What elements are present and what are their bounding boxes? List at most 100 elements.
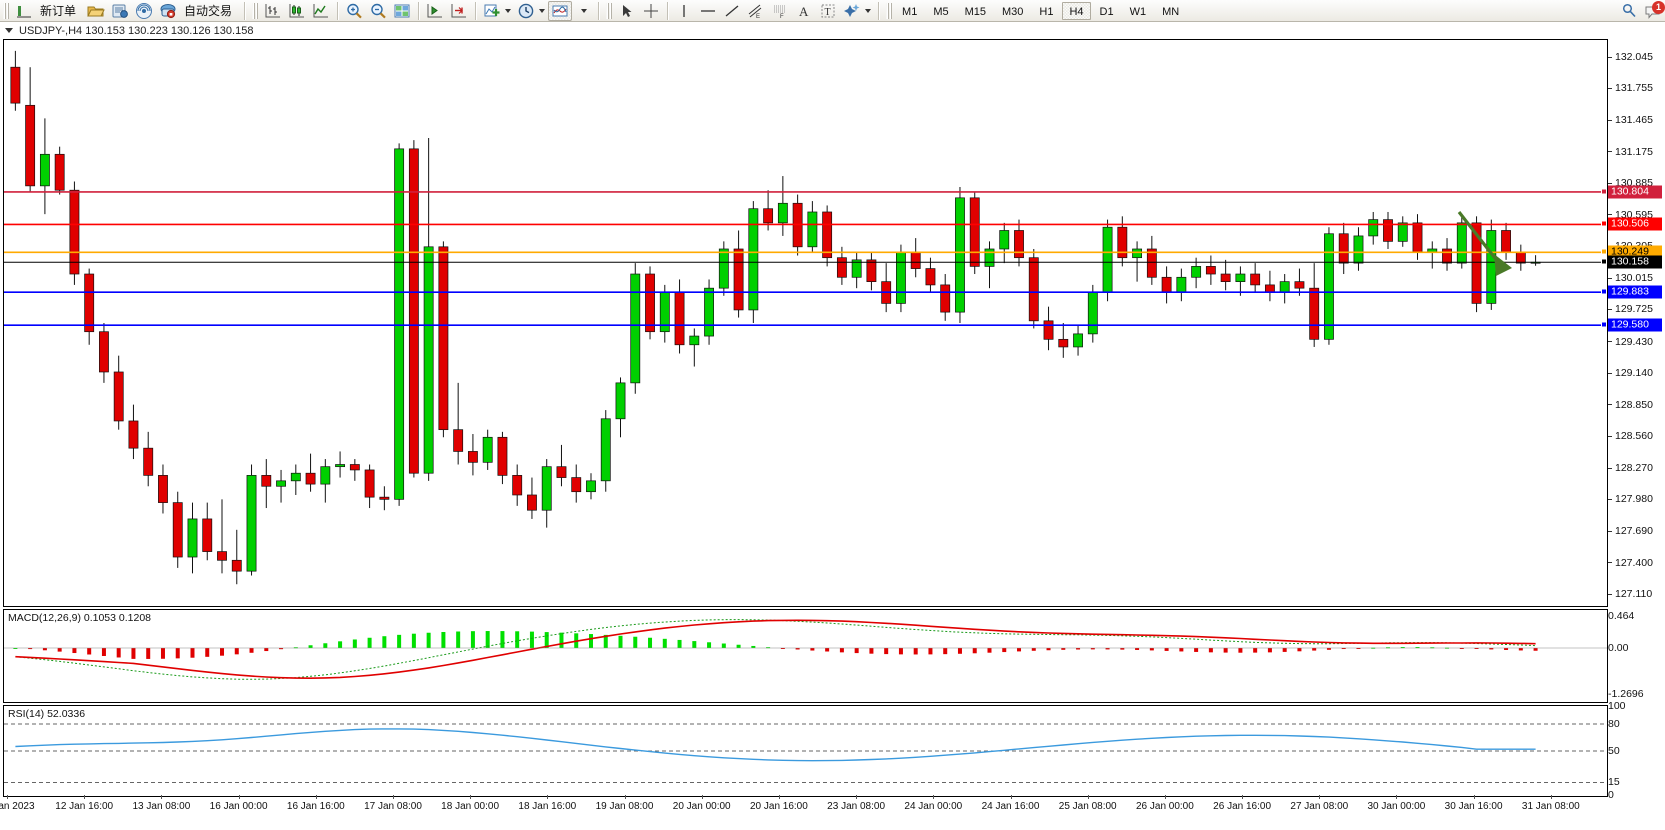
chart-menu-icon[interactable] xyxy=(5,28,13,33)
timeframe-m15[interactable]: M15 xyxy=(964,5,986,18)
horizontal-line-button[interactable] xyxy=(696,1,720,21)
data-window-button[interactable] xyxy=(390,1,414,21)
signal-button[interactable] xyxy=(132,1,156,21)
resistance-level-130506[interactable]: 130.506 xyxy=(1601,217,1662,231)
price-tick: 128.850 xyxy=(1608,399,1653,411)
horizontal-line-icon xyxy=(701,9,716,12)
price-pane[interactable] xyxy=(3,39,1608,607)
rsi-tick: 0 xyxy=(1608,789,1614,801)
support-level-129883[interactable]: 129.883 xyxy=(1601,285,1662,299)
candlestick-chart-button[interactable] xyxy=(285,1,309,21)
time-tick xyxy=(1010,795,1012,799)
cursor-button[interactable] xyxy=(615,1,639,21)
chart-area: USDJPY-,H4 130.153 130.223 130.126 130.1… xyxy=(0,22,1665,830)
time-label: 20 Jan 16:00 xyxy=(749,801,808,812)
rsi-tick: 100 xyxy=(1608,700,1626,712)
timeframe-d1[interactable]: D1 xyxy=(1099,5,1114,18)
new-order-button[interactable]: 新订单 xyxy=(12,1,84,21)
profile-button[interactable] xyxy=(108,1,132,21)
macd-pane[interactable]: MACD(12,26,9) 0.1053 0.1208 xyxy=(3,609,1608,703)
templates-dropdown[interactable] xyxy=(572,1,594,21)
resistance-level-130804[interactable]: 130.804 xyxy=(1601,185,1662,199)
rsi-tick: 50 xyxy=(1608,745,1620,757)
svg-text:F: F xyxy=(780,14,784,20)
trendline-icon xyxy=(725,5,739,16)
time-label: 18 Jan 00:00 xyxy=(441,801,500,812)
notifications-button[interactable]: 1 xyxy=(1641,0,1665,21)
timeframe-mn[interactable]: MN xyxy=(1162,5,1180,18)
templates-button[interactable] xyxy=(548,0,573,21)
drawing-tools-grip[interactable] xyxy=(606,2,613,19)
price-tick: 131.175 xyxy=(1608,146,1653,158)
price-tick: 130.595 xyxy=(1608,209,1653,221)
expert-advisor-button[interactable]: 自动交易 xyxy=(156,1,240,21)
zoom-in-button[interactable] xyxy=(342,1,366,21)
price-tick: 130.015 xyxy=(1608,272,1653,284)
time-label: 24 Jan 00:00 xyxy=(904,801,963,812)
toolbar-divider xyxy=(244,1,246,20)
equidistant-channel-icon: E xyxy=(748,4,762,20)
toolbar-divider-3 xyxy=(418,1,420,20)
timeframe-m30[interactable]: M30 xyxy=(1002,5,1024,18)
toolbar-divider-6 xyxy=(667,1,669,20)
chevron-down-icon-2[interactable] xyxy=(539,8,546,13)
chevron-down-icon[interactable] xyxy=(505,8,512,13)
trendline-button[interactable] xyxy=(720,1,744,21)
text-label-button[interactable]: T xyxy=(816,1,840,21)
folder-button[interactable] xyxy=(84,1,108,21)
crosshair-button[interactable] xyxy=(639,1,663,21)
price-tick: 132.045 xyxy=(1608,51,1653,63)
current-price-130158[interactable]: 130.158 xyxy=(1601,255,1662,269)
objects-button[interactable] xyxy=(840,1,874,21)
zoom-out-button[interactable] xyxy=(366,1,390,21)
crosshair-icon xyxy=(644,3,659,18)
toolbar-divider-2 xyxy=(337,1,339,20)
zoom-in-icon xyxy=(347,3,362,18)
timeframe-grip[interactable] xyxy=(886,2,893,19)
chevron-down-icon-4[interactable] xyxy=(865,8,872,13)
shift-chart-button[interactable] xyxy=(423,1,447,21)
time-label: 12 Jan 16:00 xyxy=(55,801,114,812)
support-level-129580[interactable]: 129.580 xyxy=(1601,318,1662,332)
fibonacci-button[interactable]: F xyxy=(768,1,792,21)
indicators-button[interactable] xyxy=(480,1,514,21)
text-button[interactable]: A xyxy=(792,1,816,21)
time-label: 19 Jan 08:00 xyxy=(595,801,654,812)
search-button[interactable] xyxy=(1617,1,1641,21)
rsi-pane[interactable]: RSI(14) 52.0336 xyxy=(3,705,1608,797)
price-tick: 131.755 xyxy=(1608,82,1653,94)
chart-tools-grip[interactable] xyxy=(252,2,259,19)
period-button[interactable] xyxy=(514,1,548,21)
price-chart-svg xyxy=(4,50,1607,585)
macd-chart-svg xyxy=(4,619,1607,680)
line-chart-icon xyxy=(313,3,329,17)
time-label: 25 Jan 08:00 xyxy=(1058,801,1117,812)
toolbar-grip[interactable] xyxy=(3,2,9,19)
timeframe-h1[interactable]: H1 xyxy=(1039,5,1054,18)
pivot-level-130249[interactable]: 130.249 xyxy=(1601,245,1662,259)
price-axis[interactable]: 132.045 131.755 131.465 131.175 130.885 130.5… xyxy=(1601,39,1665,801)
time-tick xyxy=(1473,795,1475,799)
price-tick: 127.110 xyxy=(1608,588,1652,600)
price-tick: 128.270 xyxy=(1608,462,1653,474)
auto-trading-label: 自动交易 xyxy=(184,4,233,18)
time-axis[interactable]: 12 Jan 2023 12 Jan 16:00 13 Jan 08:00 16 Ja… xyxy=(0,795,1608,829)
time-tick xyxy=(7,795,8,799)
price-tick: 129.725 xyxy=(1608,303,1653,315)
timeframe-m5[interactable]: M5 xyxy=(933,5,949,18)
timeframe-group: M1 M5 M15 M30 H1 H4 D1 W1 MN xyxy=(895,1,1186,20)
timeframe-w1[interactable]: W1 xyxy=(1129,5,1147,18)
chevron-down-icon-3[interactable] xyxy=(581,8,588,13)
shift-chart-icon xyxy=(427,3,443,17)
time-label: 20 Jan 00:00 xyxy=(672,801,731,812)
bar-chart-icon xyxy=(265,3,281,17)
timeframe-m1[interactable]: M1 xyxy=(902,5,918,18)
bar-chart-button[interactable] xyxy=(261,1,285,21)
auto-scroll-button[interactable] xyxy=(447,1,471,21)
equidistant-channel-button[interactable]: E xyxy=(744,1,768,21)
line-chart-button[interactable] xyxy=(309,1,333,21)
vertical-line-button[interactable] xyxy=(672,1,696,21)
time-tick xyxy=(1319,795,1321,799)
timeframe-h4[interactable]: H4 xyxy=(1062,1,1091,20)
profile-icon xyxy=(112,4,128,18)
